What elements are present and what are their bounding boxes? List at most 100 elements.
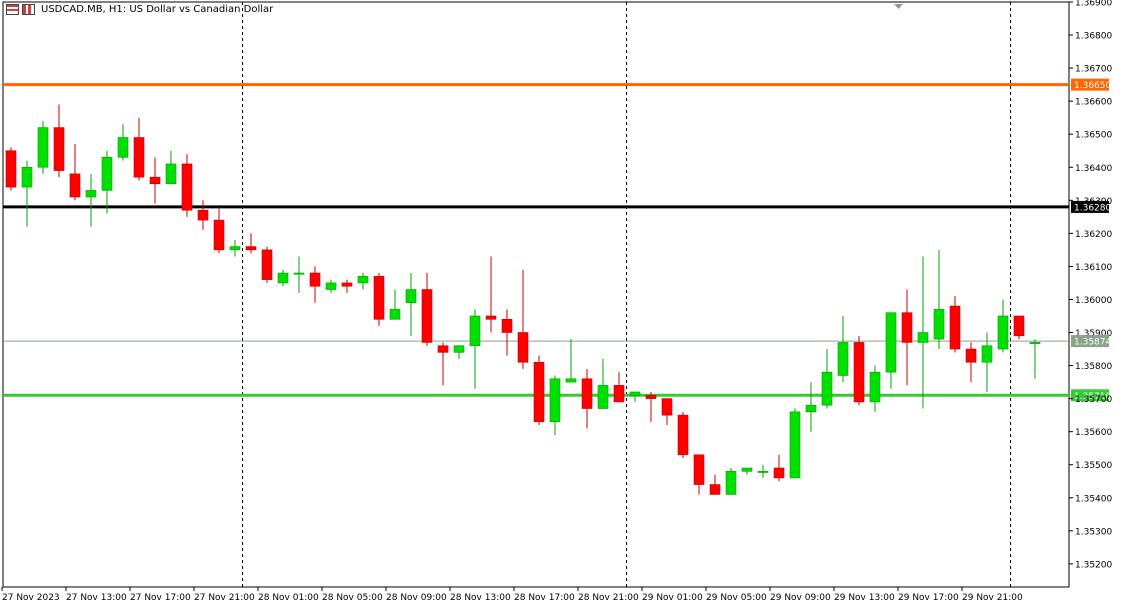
candle[interactable] <box>613 372 625 403</box>
candle-body <box>213 219 225 251</box>
candle[interactable] <box>229 239 241 257</box>
candle-body <box>981 345 993 363</box>
candle[interactable] <box>261 246 273 283</box>
x-tick-label: 28 Nov 01:00 <box>258 593 319 603</box>
candle[interactable] <box>773 454 785 482</box>
candle[interactable] <box>149 157 161 204</box>
candle[interactable] <box>965 342 977 383</box>
candle[interactable] <box>501 309 513 356</box>
candle[interactable] <box>357 273 369 290</box>
candle[interactable] <box>293 256 305 293</box>
candle[interactable] <box>325 279 337 293</box>
candle[interactable] <box>37 120 49 174</box>
x-tick-label: 29 Nov 01:00 <box>642 593 703 603</box>
chart-bars-icon[interactable] <box>22 4 35 15</box>
candle[interactable] <box>405 273 417 336</box>
x-tick-label: 28 Nov 21:00 <box>578 593 639 603</box>
candle[interactable] <box>933 249 945 350</box>
candle[interactable] <box>757 464 769 478</box>
candle[interactable] <box>725 468 737 495</box>
candle[interactable] <box>789 408 801 479</box>
candle[interactable] <box>853 335 865 406</box>
candle[interactable] <box>53 104 65 178</box>
candle[interactable] <box>997 299 1009 353</box>
candle-body <box>261 249 273 280</box>
candle[interactable] <box>5 147 17 191</box>
y-tick-label: 1.35800 <box>1075 362 1112 372</box>
candle[interactable] <box>117 124 129 161</box>
candle[interactable] <box>69 144 81 201</box>
price-tag <box>1071 200 1109 213</box>
candle[interactable] <box>389 289 401 320</box>
candle[interactable] <box>597 358 609 409</box>
candle[interactable] <box>517 269 529 369</box>
candle[interactable] <box>565 339 577 383</box>
candle[interactable] <box>309 266 321 303</box>
candle[interactable] <box>581 368 593 429</box>
candle-body <box>821 371 833 406</box>
candle[interactable] <box>901 289 913 386</box>
candle[interactable] <box>341 279 353 293</box>
candle-body <box>581 378 593 409</box>
candle[interactable] <box>373 273 385 326</box>
y-tick-label: 1.35700 <box>1075 395 1112 405</box>
candle[interactable] <box>677 411 689 459</box>
candle-body <box>885 312 897 373</box>
chart-shift-marker-icon[interactable] <box>894 4 903 9</box>
candle[interactable] <box>85 173 97 227</box>
candle[interactable] <box>837 315 849 383</box>
candle-body <box>565 378 577 383</box>
candle[interactable] <box>245 233 257 254</box>
candle[interactable] <box>1013 315 1025 340</box>
candle[interactable] <box>629 391 641 402</box>
candle[interactable] <box>485 256 497 333</box>
candle[interactable] <box>469 309 481 389</box>
candle[interactable] <box>981 332 993 392</box>
candle[interactable] <box>533 355 545 426</box>
candle-body <box>901 312 913 343</box>
candle[interactable] <box>165 150 177 185</box>
candle[interactable] <box>661 398 673 426</box>
candle[interactable] <box>885 312 897 389</box>
x-tick-label: 28 Nov 13:00 <box>450 593 511 603</box>
candle[interactable] <box>197 200 209 231</box>
indicator-list-icon[interactable] <box>6 4 19 15</box>
candle[interactable] <box>549 375 561 435</box>
candle[interactable] <box>645 392 657 422</box>
candle-body <box>37 127 49 168</box>
candle[interactable] <box>453 345 465 359</box>
candle[interactable] <box>821 349 833 409</box>
y-tick-label: 1.36500 <box>1075 131 1112 141</box>
candle-body <box>229 246 241 251</box>
candle[interactable] <box>805 382 817 432</box>
candle[interactable] <box>949 296 961 353</box>
candle[interactable] <box>21 160 33 227</box>
candle-body <box>597 385 609 409</box>
x-tick-label: 29 Nov 09:00 <box>770 593 831 603</box>
price-tag-label: 1.36280 <box>1074 203 1111 213</box>
candle[interactable] <box>101 150 113 214</box>
candle[interactable] <box>181 154 193 217</box>
candle-body <box>389 309 401 320</box>
candle[interactable] <box>277 269 289 287</box>
candle[interactable] <box>421 273 433 346</box>
x-tick-label: 27 Nov 13:00 <box>66 593 127 603</box>
candle[interactable] <box>133 117 145 181</box>
candle-body <box>133 137 145 178</box>
candle[interactable] <box>693 454 705 495</box>
candle[interactable] <box>437 342 449 386</box>
x-tick-label: 29 Nov 13:00 <box>834 593 895 603</box>
candle[interactable] <box>1029 339 1041 379</box>
candle-body <box>629 391 641 396</box>
candle[interactable] <box>213 206 225 254</box>
candle-body <box>693 454 705 485</box>
candle[interactable] <box>917 256 929 409</box>
x-tick-label: 29 Nov 05:00 <box>706 593 767 603</box>
candle[interactable] <box>869 365 881 412</box>
candle-body <box>117 137 129 158</box>
y-tick-label: 1.35200 <box>1075 560 1112 570</box>
candle[interactable] <box>741 467 753 475</box>
candle[interactable] <box>709 474 721 495</box>
